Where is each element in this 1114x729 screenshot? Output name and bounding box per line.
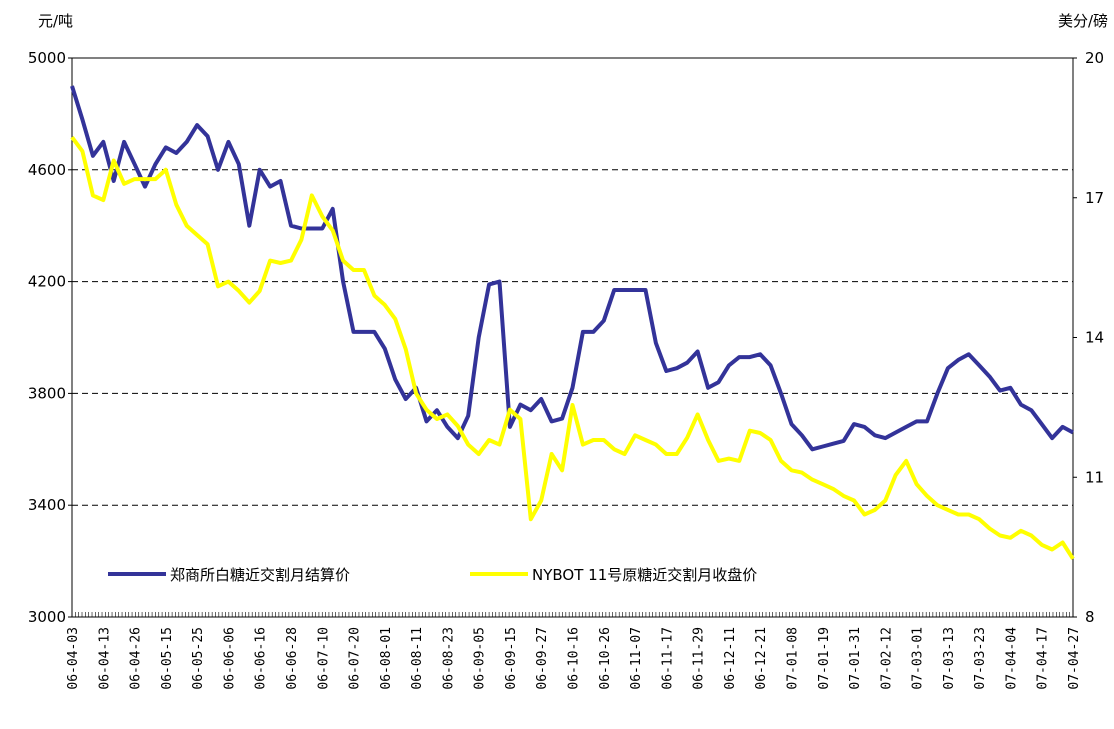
x-tick-label: 06-04-13 [97, 627, 112, 690]
line-series [70, 136, 1075, 560]
x-tick-label: 06-07-20 [348, 627, 363, 690]
x-tick-label: 06-08-23 [441, 627, 456, 690]
x-tick-label: 06-05-15 [160, 627, 175, 690]
x-tick-label: 06-11-29 [692, 627, 707, 690]
x-tick-label: 06-12-21 [754, 627, 769, 690]
x-tick-label: 07-03-23 [973, 627, 988, 690]
y-axis-label: 元/吨 [38, 12, 73, 30]
y2-tick-label: 8 [1085, 608, 1095, 626]
x-tick-label: 06-09-27 [535, 627, 550, 690]
x-tick-label: 07-01-19 [817, 627, 832, 690]
line-series [70, 85, 1074, 452]
x-tick-label: 07-01-31 [848, 627, 863, 690]
x-tick-label: 06-11-07 [629, 627, 644, 690]
plot-frame [71, 57, 1074, 618]
x-tick-label: 06-12-11 [723, 627, 738, 690]
legend-label: 郑商所白糖近交割月结算价 [170, 566, 350, 584]
y-tick-label: 4200 [28, 273, 66, 291]
x-tick-label: 07-02-12 [879, 627, 894, 690]
y-tick-label: 4600 [28, 161, 66, 179]
x-tick-label: 06-06-16 [254, 627, 269, 690]
x-tick-label: 07-01-08 [785, 627, 800, 690]
y2-tick-label: 11 [1085, 468, 1104, 486]
x-tick-label: 07-04-27 [1067, 627, 1082, 690]
y-tick-label: 3000 [28, 608, 66, 626]
y-tick-label: 3800 [28, 384, 66, 402]
x-tick-label: 06-10-16 [567, 627, 582, 690]
x-tick-label: 06-04-26 [129, 627, 144, 690]
x-tick-label: 06-09-15 [504, 627, 519, 690]
x-tick-label: 06-05-25 [191, 627, 206, 690]
y-tick-label: 3400 [28, 496, 66, 514]
x-tick-label: 06-07-10 [316, 627, 331, 690]
y-tick-label: 5000 [28, 49, 66, 67]
x-tick-label: 06-06-28 [285, 627, 300, 690]
y2-tick-label: 17 [1085, 189, 1104, 207]
x-tick-label: 06-06-06 [222, 627, 237, 690]
x-tick-label: 07-04-04 [1004, 627, 1019, 690]
x-tick-label: 07-03-01 [911, 627, 926, 690]
x-tick-label: 06-04-03 [66, 627, 81, 690]
y2-axis-label: 美分/磅 [1058, 12, 1108, 30]
y2-tick-label: 20 [1085, 49, 1104, 67]
x-tick-label: 07-04-17 [1036, 627, 1051, 690]
legend-label: NYBOT 11号原糖近交割月收盘价 [532, 566, 757, 584]
x-tick-label: 06-08-11 [410, 627, 425, 690]
x-tick-label: 06-11-17 [660, 627, 675, 690]
x-tick-label: 06-09-05 [473, 627, 488, 690]
y2-tick-label: 14 [1085, 329, 1104, 347]
x-tick-label: 06-10-26 [598, 627, 613, 690]
x-tick-label: 06-08-01 [379, 627, 394, 690]
x-tick-label: 07-03-13 [942, 627, 957, 690]
